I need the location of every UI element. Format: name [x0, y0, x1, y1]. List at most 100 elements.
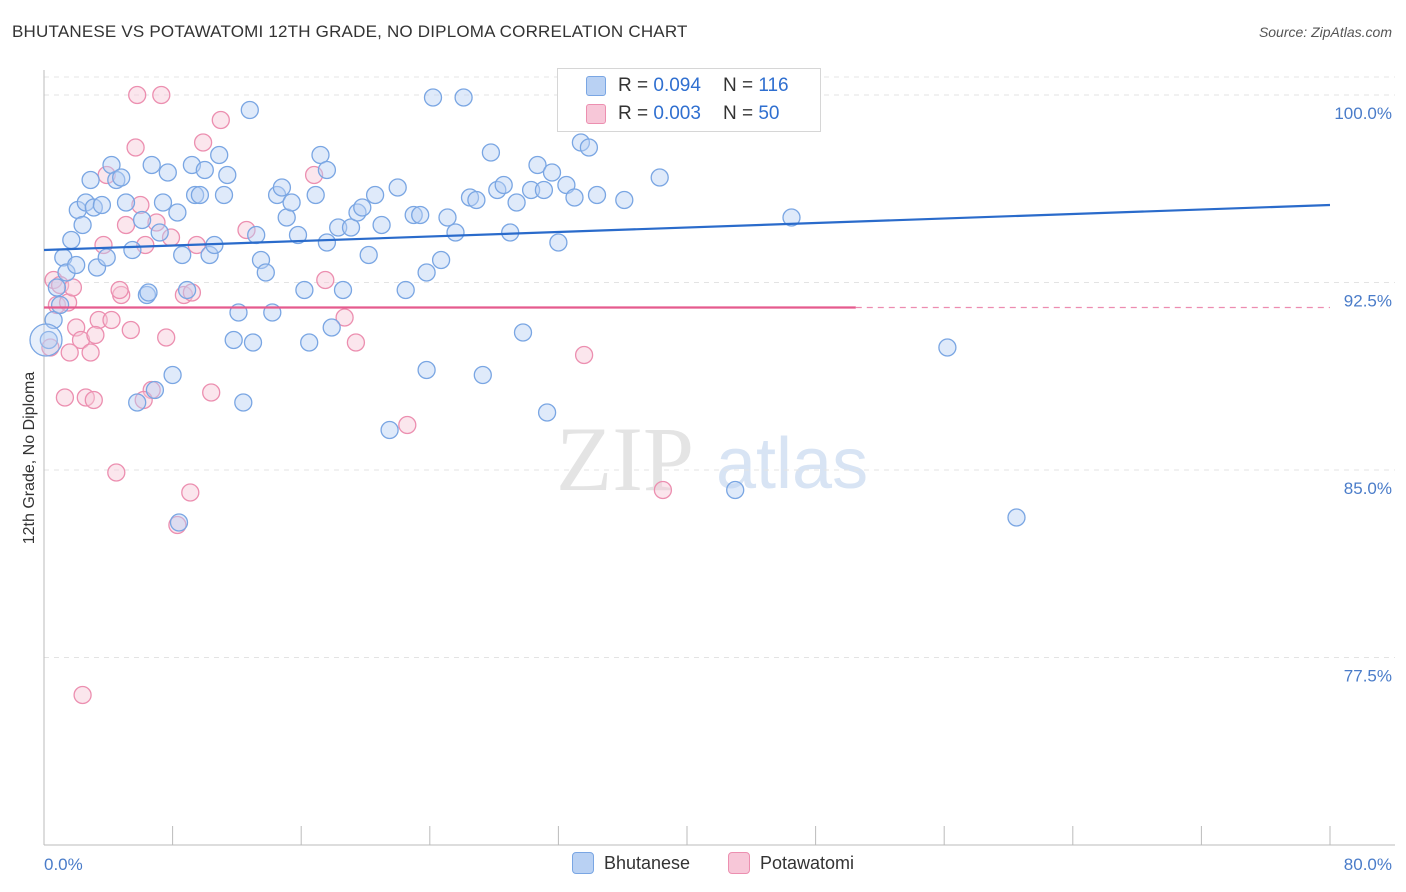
bhutanese-point — [295, 280, 314, 300]
bhutanese-point — [128, 393, 147, 412]
stats-legend: R = 0.094 N = 116 R = 0.003 N = 50 — [557, 68, 821, 132]
bhutanese-point — [494, 175, 513, 195]
potawatomi-point — [86, 325, 105, 345]
watermark-zip: ZIP — [556, 408, 694, 510]
bhutanese-point — [481, 143, 501, 162]
bhutanese-point — [615, 190, 634, 210]
bhutanese-point — [537, 403, 557, 422]
legend-label-bhutanese: Bhutanese — [604, 852, 691, 873]
bhutanese-point — [240, 100, 259, 120]
bhutanese-point — [1007, 508, 1026, 527]
bhutanese-point — [145, 380, 165, 400]
x-tick-min: 0.0% — [44, 855, 83, 874]
bhutanese-point — [404, 205, 423, 225]
watermark: ZIP atlas — [556, 408, 868, 510]
potawatomi-point — [574, 345, 594, 365]
bhutanese-point — [177, 280, 197, 300]
bhutanese-point — [153, 193, 173, 212]
bhutanese-trend-line — [43, 203, 1331, 252]
bhutanese-point — [185, 185, 205, 205]
bhutanese-point — [359, 245, 378, 265]
bhutanese-point — [365, 185, 385, 205]
bhutanese-point — [322, 318, 341, 337]
bhutanese-point — [47, 278, 67, 297]
bhutanese-point — [288, 225, 308, 245]
bhutanese-point — [62, 230, 81, 250]
potawatomi-point — [181, 483, 200, 502]
bhutanese-point — [423, 88, 443, 107]
bhutanese-point — [210, 145, 229, 165]
potawatomi-point — [121, 320, 140, 340]
bhutanese-point — [112, 168, 131, 187]
potawatomi-point — [116, 215, 136, 235]
potawatomi-swatch — [586, 104, 606, 124]
bhutanese-point — [150, 223, 169, 242]
potawatomi-point — [55, 388, 75, 407]
potawatomi-point — [73, 685, 92, 705]
potawatomi-point — [316, 270, 335, 290]
bhutanese-point — [190, 185, 210, 205]
bhutanese-point — [431, 250, 451, 270]
bhutanese-point — [50, 295, 70, 315]
bhutanese-point — [306, 185, 325, 205]
n-value: 50 — [758, 103, 780, 124]
watermark-atlas: atlas — [716, 424, 868, 504]
potawatomi-point — [128, 85, 147, 105]
bhutanese-point — [587, 185, 607, 205]
bhutanese-point — [938, 338, 957, 357]
axes — [43, 70, 1395, 846]
potawatomi-point — [193, 133, 213, 152]
bhutanese-point — [200, 245, 219, 265]
potawatomi-points — [41, 85, 673, 705]
bhutanese-point — [218, 165, 237, 185]
bhutanese-point-large — [29, 323, 63, 357]
bhutanese-point — [132, 210, 152, 230]
potawatomi-point — [126, 138, 145, 157]
legend-label-potawatomi: Potawatomi — [760, 852, 855, 873]
bhutanese-point — [549, 233, 568, 252]
bhutanese-point — [467, 190, 486, 210]
bhutanese-point — [116, 193, 136, 212]
potawatomi-point — [211, 110, 230, 130]
potawatomi-point — [346, 333, 366, 352]
trend-lines — [43, 203, 1331, 309]
stats-row-potawatomi: R = 0.003 N = 50 — [558, 100, 779, 128]
bhutanese-point — [353, 198, 372, 217]
potawatomi-point — [182, 283, 202, 302]
r-value: 0.094 — [653, 75, 701, 96]
bhutanese-point — [168, 203, 187, 222]
potawatomi-point — [102, 310, 121, 330]
bhutanese-point — [163, 365, 182, 385]
bhutanese-point — [173, 245, 192, 265]
potawatomi-point — [81, 343, 100, 362]
potawatomi-point — [152, 85, 171, 105]
potawatomi-legend-swatch — [728, 852, 750, 874]
r-label: R = — [618, 75, 649, 96]
bhutanese-point — [169, 513, 189, 532]
gridlines — [44, 76, 1395, 658]
potawatomi-point — [110, 280, 129, 300]
x-tick-max: 80.0% — [1344, 855, 1392, 874]
bhutanese-point — [158, 163, 177, 182]
bhutanese-point — [650, 168, 669, 187]
y-tick-label: 92.5% — [1344, 292, 1392, 311]
bhutanese-points — [29, 85, 1026, 532]
bhutanese-point — [39, 330, 58, 350]
potawatomi-point — [202, 383, 221, 402]
bhutanese-point — [73, 215, 92, 235]
bhutanese-point — [372, 215, 391, 235]
bhutanese-point — [123, 240, 142, 260]
potawatomi-point — [84, 390, 103, 410]
n-label: N = — [722, 103, 754, 124]
bhutanese-point — [317, 233, 337, 252]
bhutanese-point — [341, 218, 361, 237]
bhutanese-point — [411, 205, 430, 225]
bhutanese-point — [333, 280, 353, 300]
bhutanese-point — [534, 180, 554, 200]
y-tick-label: 100.0% — [1334, 104, 1392, 123]
potawatomi-point — [107, 463, 126, 482]
bhutanese-point — [243, 333, 263, 352]
bhutanese-point — [67, 255, 86, 275]
bhutanese-point — [317, 160, 337, 180]
